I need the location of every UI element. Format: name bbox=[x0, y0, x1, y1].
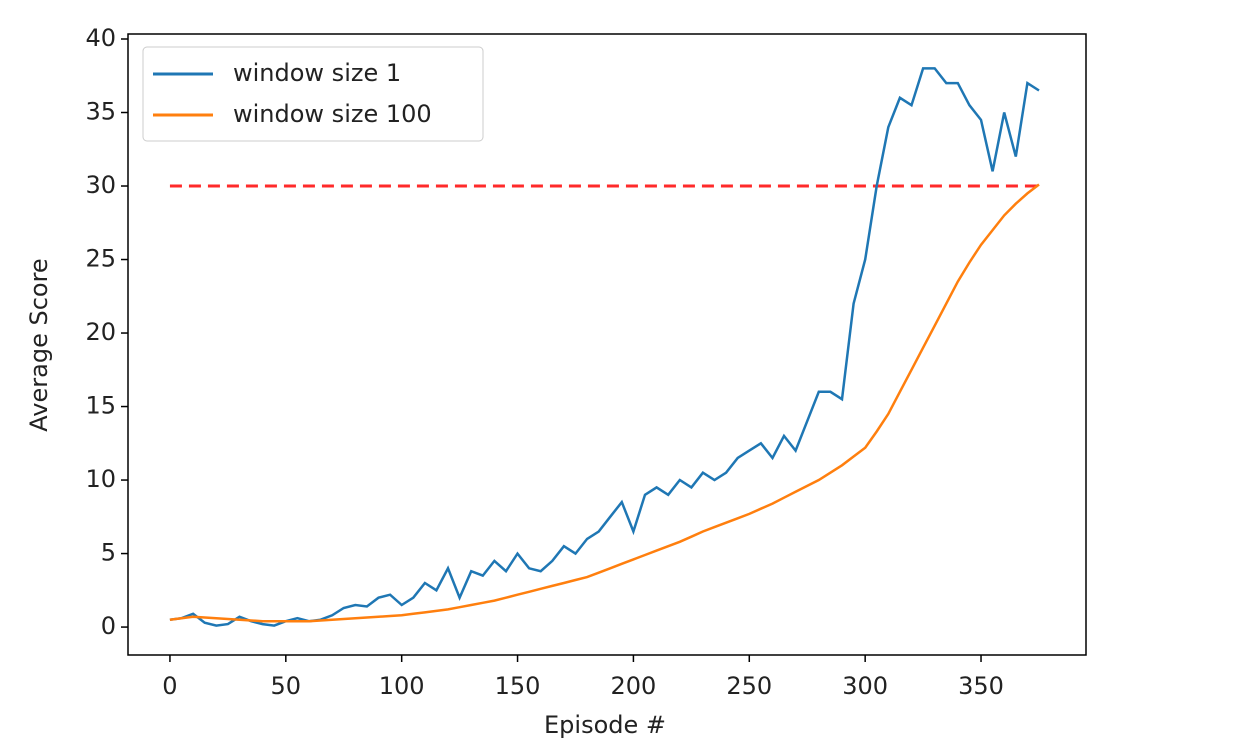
y-tick-label: 5 bbox=[101, 539, 116, 567]
plot-frame bbox=[127, 33, 1087, 656]
y-tick-label: 0 bbox=[101, 612, 116, 640]
x-tick-label: 250 bbox=[726, 672, 772, 700]
x-tick-label: 350 bbox=[958, 672, 1004, 700]
series-line bbox=[169, 183, 1040, 623]
y-tick-label: 10 bbox=[85, 465, 116, 493]
x-axis-label: Episode # bbox=[544, 711, 666, 739]
y-tick-label: 35 bbox=[85, 98, 116, 126]
legend-label: window size 100 bbox=[233, 100, 432, 128]
x-tick-label: 0 bbox=[162, 672, 177, 700]
y-tick-label: 25 bbox=[85, 245, 116, 273]
x-tick-label: 300 bbox=[842, 672, 888, 700]
x-tick-label: 100 bbox=[379, 672, 425, 700]
y-tick-label: 20 bbox=[85, 318, 116, 346]
legend-box bbox=[142, 46, 484, 142]
y-axis-label: Average Score bbox=[25, 258, 53, 431]
y-tick-label: 40 bbox=[85, 24, 116, 52]
series-line bbox=[169, 67, 1040, 627]
legend-label: window size 1 bbox=[233, 59, 401, 87]
y-tick-label: 30 bbox=[85, 171, 116, 199]
x-tick-label: 50 bbox=[271, 672, 302, 700]
x-tick-label: 200 bbox=[611, 672, 657, 700]
y-tick-label: 15 bbox=[85, 392, 116, 420]
x-tick-label: 150 bbox=[495, 672, 541, 700]
